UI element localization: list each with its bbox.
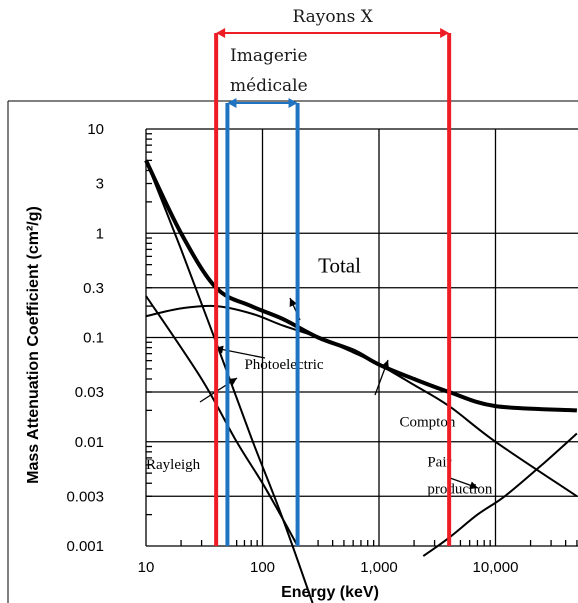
tick-labels: 10 100 1,000 10,000 10 3 1 0.3 0.1 0.03 0.01 0.003 0… <box>66 121 518 576</box>
rayons-x-label: Rayons X <box>292 7 373 27</box>
imagerie-medicale-band: Imagerie médicale <box>225 46 308 546</box>
production-label: production <box>427 481 492 497</box>
x-axis-title: Energy (keV) <box>281 584 379 601</box>
y-tick-label: 0.003 <box>66 488 104 505</box>
figure-frame <box>7 100 578 603</box>
rayleigh-arrow <box>199 377 238 403</box>
y-tick-label: 0.001 <box>66 538 104 555</box>
y-tick-label: 3 <box>96 176 104 193</box>
pair-label: Pair <box>427 454 451 470</box>
y-axis-title: Mass Attenuation Coefficient (cm²/g) <box>25 206 42 484</box>
total-label: Total <box>318 254 361 278</box>
photoelectric-label: Photoelectric <box>244 357 323 373</box>
energy-bands: Rayons X Imagerie médicale <box>214 7 452 546</box>
rayons-x-band: Rayons X <box>214 7 452 546</box>
x-tick-label: 10,000 <box>473 559 519 576</box>
series-curves <box>144 159 578 603</box>
compton-arrow <box>374 359 389 396</box>
photoelectric-curve <box>145 160 314 603</box>
x-tick-label: 100 <box>250 559 275 576</box>
x-tick-label: 10 <box>138 559 155 576</box>
annotation-arrows <box>199 297 479 490</box>
rayleigh-label: Rayleigh <box>146 457 201 473</box>
imagerie-label-line: Imagerie <box>230 46 308 66</box>
grid <box>145 128 578 547</box>
pair-production-arrow <box>449 477 479 490</box>
y-tick-label: 0.01 <box>75 434 104 451</box>
y-tick-label: 10 <box>87 121 104 138</box>
total-curve <box>144 159 578 413</box>
compton-curve <box>145 304 578 498</box>
y-tick-label: 1 <box>96 225 104 242</box>
pair-production-curve <box>422 432 578 557</box>
imagerie-label-line: médicale <box>230 76 308 96</box>
y-tick-label: 0.1 <box>83 330 104 347</box>
x-tick-label: 1,000 <box>360 559 398 576</box>
compton-label: Compton <box>400 415 456 431</box>
annotations: Total Photoelectric Compton Rayleigh Pair pro… <box>146 254 493 498</box>
y-tick-label: 0.03 <box>75 384 104 401</box>
rayleigh-curve <box>145 295 299 547</box>
y-tick-label: 0.3 <box>83 280 104 297</box>
